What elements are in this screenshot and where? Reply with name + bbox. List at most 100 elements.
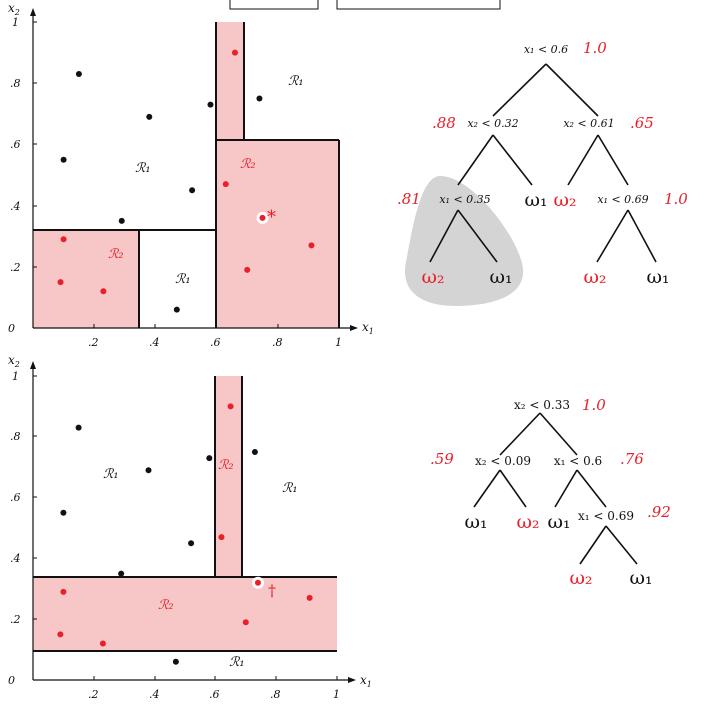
top-red-point	[100, 288, 107, 295]
top-black-point	[60, 156, 67, 163]
top-ytick: .4	[10, 200, 21, 213]
top-xtick: .8	[272, 336, 283, 349]
top-axes	[32, 14, 352, 329]
top-red-point	[57, 279, 64, 286]
top-region-label: ℛ₁	[175, 272, 191, 287]
bottom-region-label: ℛ₁	[282, 481, 298, 496]
bottom-dagger-marker: †	[268, 581, 276, 600]
top-tree-left-test: x₂ < 0.32	[467, 117, 518, 130]
bottom-tree-leaf: ω₁	[464, 511, 487, 533]
bottom-x-axis-label: x1	[360, 673, 372, 689]
bottom-red-point	[242, 619, 249, 626]
top-black-point	[75, 71, 82, 78]
bottom-red-point	[60, 588, 67, 595]
top-tree-left-value: .88	[432, 114, 456, 132]
top-tree-root-test: x₁ < 0.6	[524, 43, 568, 56]
top-y-arrow	[30, 8, 36, 16]
bottom-red-point	[57, 631, 64, 638]
top-xtick: 1	[335, 336, 342, 349]
top-x-ticks	[93, 324, 340, 328]
top-black-point	[207, 101, 214, 108]
top-asterisk-marker: *	[267, 207, 276, 228]
top-region-label: ℛ₁	[135, 161, 151, 176]
top-red-point	[244, 266, 251, 273]
top-x-arrow	[350, 325, 358, 331]
bottom-black-point	[251, 449, 258, 455]
top-red-point	[308, 242, 315, 249]
top-ytick: 1	[12, 16, 19, 29]
bottom-red-point	[218, 534, 225, 541]
bottom-xtick: 1	[333, 688, 340, 701]
top-tree-leaf: ω₂	[421, 266, 444, 288]
bottom-tick-labels: 0 .2 .4 .6 .8 1 .2 .4 .6 .8 1	[8, 370, 340, 701]
top-tree-leaf: ω₁	[489, 266, 512, 288]
top-tree-rr-test: x₁ < 0.69	[597, 193, 648, 206]
top-black-point	[256, 95, 263, 102]
bottom-xtick: .8	[270, 688, 281, 701]
bottom-black-point	[145, 467, 152, 474]
caption-box-right	[336, 0, 501, 10]
top-xtick: .2	[88, 336, 99, 349]
top-ytick: .6	[10, 138, 21, 151]
top-region-r2-left	[33, 230, 139, 328]
bottom-points	[57, 403, 313, 665]
bottom-black-point	[206, 455, 213, 462]
bottom-tree-left-test: x₂ < 0.09	[475, 454, 531, 468]
bottom-red-point	[99, 640, 106, 647]
top-tree-root-value: 1.0	[583, 39, 607, 57]
bottom-y-ticks	[33, 375, 37, 620]
top-y-axis-label: x2	[8, 1, 20, 17]
top-points	[57, 49, 315, 313]
bottom-black-point	[118, 570, 125, 577]
top-region-r2-right	[216, 140, 339, 328]
bottom-highlight-point	[254, 579, 261, 586]
bottom-plot: 0 .2 .4 .6 .8 1 .2 .4 .6 .8 1 x1 x2 ℛ₁ ℛ…	[8, 353, 372, 701]
top-black-point	[173, 306, 180, 313]
top-red-point	[222, 181, 229, 188]
bottom-boundaries	[33, 376, 337, 652]
top-tree-leaf: ω₁	[524, 189, 547, 211]
bottom-tree-leaf: ω₂	[569, 567, 592, 589]
top-tree: x₁ < 0.6 x₂ < 0.32 x₂ < 0.61 x₁ < 0.35 x…	[397, 39, 688, 306]
bottom-tree-rr-value: .92	[647, 503, 671, 521]
bottom-axes	[32, 367, 350, 681]
top-tree-right-value: .65	[630, 114, 654, 132]
bottom-black-point	[60, 509, 67, 516]
top-tree-edges	[429, 63, 657, 263]
bottom-tree: x₂ < 0.33 x₂ < 0.09 x₁ < 0.6 x₁ < 0.69 1…	[430, 396, 671, 589]
bottom-y-axis-label: x2	[8, 353, 20, 369]
bottom-y-arrow	[30, 361, 36, 369]
bottom-xtick: .2	[88, 688, 99, 701]
top-tick-labels: 0 .2 .4 .6 .8 1 .2 .4 .6 .8 1	[8, 16, 342, 349]
bottom-x-arrow	[348, 677, 356, 683]
bottom-region-r2-strip	[215, 376, 242, 577]
top-red-point	[231, 49, 238, 56]
bottom-ytick: 1	[12, 370, 19, 383]
bottom-tree-rr-test: x₁ < 0.69	[578, 509, 634, 523]
bottom-region-label: ℛ₁	[103, 467, 119, 482]
top-xtick: 0	[8, 322, 15, 335]
top-region-label: ℛ₂	[108, 247, 124, 262]
top-xtick: .4	[149, 336, 160, 349]
bottom-tree-leaf: ω₁	[629, 567, 652, 589]
bottom-tree-root-value: 1.0	[582, 396, 606, 414]
bottom-region-label: ℛ₁	[229, 655, 245, 670]
top-region-labels: ℛ₁ ℛ₁ ℛ₂ ℛ₂ ℛ₁	[108, 74, 304, 287]
top-tree-leaf: ω₁	[646, 266, 669, 288]
bottom-tree-edges	[473, 412, 638, 565]
bottom-ytick: .4	[10, 552, 21, 565]
bottom-red-point	[227, 403, 234, 410]
top-boundaries	[33, 22, 340, 328]
top-tree-right-test: x₂ < 0.61	[563, 117, 614, 130]
bottom-tree-right-value: .76	[620, 450, 644, 468]
top-tree-leaf: ω₂	[553, 189, 576, 211]
top-y-ticks	[33, 21, 37, 268]
top-tree-rr-value: 1.0	[664, 190, 688, 208]
top-red-point	[60, 236, 67, 243]
top-region-label: ℛ₁	[288, 74, 304, 89]
bottom-black-point	[188, 540, 195, 547]
top-tree-leaf: ω₂	[583, 266, 606, 288]
top-highlight-point	[259, 214, 266, 221]
bottom-tree-leaf: ω₂	[516, 511, 539, 533]
